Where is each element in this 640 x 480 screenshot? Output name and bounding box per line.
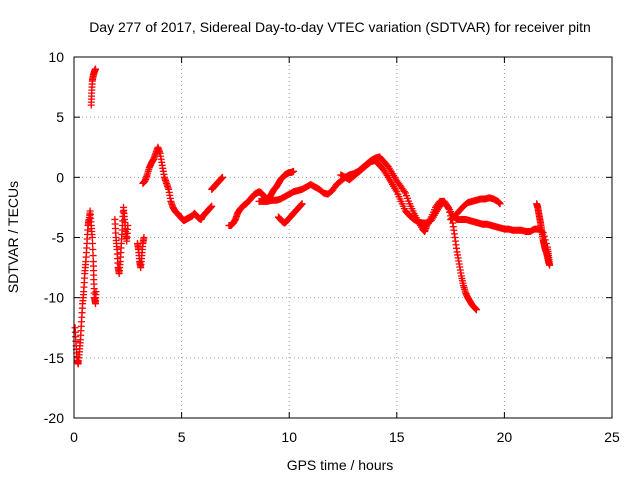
y-tick-label: 10 bbox=[48, 49, 64, 65]
data-point-seg-l bbox=[546, 261, 554, 269]
y-tick-label: 5 bbox=[56, 109, 64, 125]
data-point-seg-a bbox=[89, 252, 97, 260]
data-point-seg-i bbox=[298, 200, 306, 208]
data-point-seg-g bbox=[290, 167, 298, 175]
data-point-seg-c bbox=[124, 221, 132, 229]
data-point-seg-k bbox=[496, 200, 504, 208]
x-tick-label: 0 bbox=[70, 429, 78, 445]
grid-layer bbox=[74, 57, 612, 418]
y-tick-label: -5 bbox=[52, 230, 65, 246]
data-point-seg-d bbox=[140, 234, 148, 241]
y-tick-label: -15 bbox=[44, 350, 64, 366]
x-tick-label: 5 bbox=[178, 429, 186, 445]
chart-title: Day 277 of 2017, Sidereal Day-to-day VTE… bbox=[89, 19, 591, 35]
x-tick-label: 25 bbox=[604, 429, 620, 445]
data-point-seg-e bbox=[208, 202, 216, 210]
y-tick-label: -10 bbox=[44, 290, 64, 306]
data-point-seg-a bbox=[92, 288, 100, 296]
data-point-seg-f bbox=[218, 173, 226, 181]
x-axis-label: GPS time / hours bbox=[287, 457, 394, 473]
data-point-seg-b bbox=[92, 65, 100, 73]
y-axis-label: SDTVAR / TECUs bbox=[5, 181, 21, 293]
data-point-seg-a bbox=[88, 234, 96, 241]
x-tick-label: 20 bbox=[497, 429, 513, 445]
marks-layer bbox=[71, 65, 554, 368]
x-tick-label: 10 bbox=[281, 429, 297, 445]
y-tick-label: -20 bbox=[44, 410, 64, 426]
data-point-seg-a bbox=[89, 240, 97, 248]
data-point-seg-h bbox=[400, 187, 408, 195]
y-tick-label: 0 bbox=[56, 169, 64, 185]
data-point-seg-j bbox=[472, 306, 480, 314]
data-point-seg-a bbox=[89, 246, 97, 254]
data-point-seg-j bbox=[446, 208, 454, 216]
tick-layer: 0 5 10 15 20 25 -20 -15 -10 -5 0 5 10 bbox=[44, 49, 620, 445]
x-tick-label: 15 bbox=[389, 429, 405, 445]
data-point-seg-j bbox=[444, 205, 452, 213]
plot-frame bbox=[73, 56, 613, 419]
